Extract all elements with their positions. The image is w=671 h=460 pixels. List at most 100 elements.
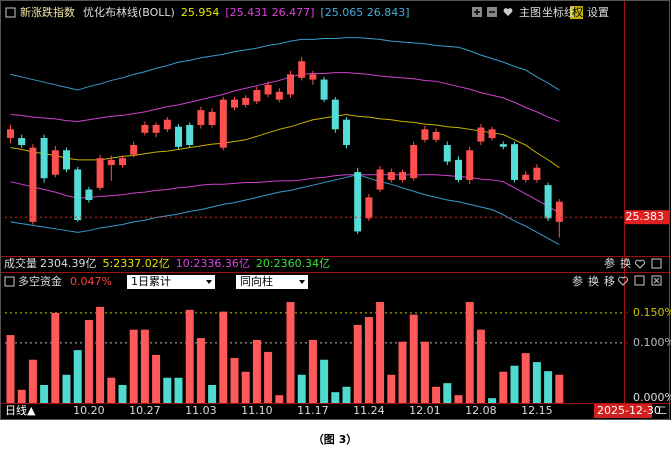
candle-body: [85, 189, 93, 201]
candle-body: [466, 150, 474, 180]
candle-body: [376, 169, 384, 190]
candle-body: [231, 99, 238, 108]
candle-body: [175, 126, 182, 147]
candle-body: [443, 145, 451, 162]
menu-icon[interactable]: [5, 7, 16, 18]
panel-button[interactable]: 换: [620, 256, 631, 270]
bar: [219, 311, 228, 403]
rights-button-bg[interactable]: [570, 6, 583, 19]
bar: [28, 359, 37, 403]
candle-body: [186, 124, 194, 146]
bar: [152, 354, 161, 403]
panel-button[interactable]: 换: [588, 274, 599, 288]
index-name: 新涨跌指数: [20, 5, 75, 19]
checkbox-icon[interactable]: [634, 275, 645, 286]
bar: [398, 341, 407, 403]
boll-line: [10, 174, 560, 245]
bar: [51, 312, 60, 403]
candle-body: [455, 159, 462, 180]
candle-body: [130, 145, 138, 155]
toolbar-button[interactable]: 设置: [587, 6, 609, 19]
dropdown-text: 1日累计: [131, 275, 171, 288]
last-price-box: [625, 210, 669, 225]
content: 新涨跌指数 优化布林线(BOLL) 25.954 [25.431 26.477] [25…: [4, 5, 671, 446]
bar: [107, 377, 116, 403]
toolbar-button[interactable]: 权: [572, 6, 583, 19]
footer-extra: 二: [656, 404, 667, 417]
candle-body: [399, 172, 406, 180]
bar: [62, 374, 71, 403]
candle-body: [499, 144, 507, 147]
candle-body: [432, 131, 440, 140]
candle-body: [264, 84, 272, 95]
candle-body: [511, 144, 518, 180]
toolbar-button[interactable]: 主图: [519, 6, 541, 19]
y-tick-label: 0.150%: [633, 306, 671, 319]
panel-button[interactable]: 参: [604, 256, 615, 270]
x-tick-label: 10.20: [73, 404, 105, 417]
bar: [140, 329, 149, 403]
candle-body: [63, 150, 70, 170]
candle-body: [74, 169, 82, 221]
bar: [476, 329, 485, 403]
candle-body: [208, 111, 216, 125]
period-button[interactable]: 日线▲: [5, 403, 36, 417]
zoom-in-icon[interactable]: [472, 7, 482, 17]
bar: [308, 339, 317, 403]
caption: （图 3）: [313, 433, 357, 446]
x-tick-label: 12.15: [521, 404, 553, 417]
bar: [264, 351, 273, 403]
bar: [73, 350, 82, 403]
candle-body: [309, 74, 317, 80]
panel-button[interactable]: 移: [604, 275, 615, 288]
candle-body: [219, 99, 227, 148]
menu-icon[interactable]: [4, 276, 15, 287]
candle-body: [141, 124, 149, 133]
candle-body: [410, 145, 418, 179]
dropdown-text: 同向柱: [240, 274, 273, 288]
checkbox-icon[interactable]: [651, 258, 662, 269]
candle-body: [387, 172, 395, 180]
candle-body: [544, 185, 552, 219]
y-tick-label: 0.100%: [633, 336, 671, 349]
candle-body: [253, 90, 261, 102]
bar: [387, 374, 396, 403]
volume-average: 20:2360.34亿: [256, 257, 330, 270]
candle-body: [242, 97, 250, 105]
dropdown[interactable]: [236, 275, 308, 289]
candle-body: [522, 174, 530, 180]
x-tick-label: 12.01: [409, 404, 441, 417]
bar: [409, 314, 418, 403]
dropdown-arrow: [299, 280, 305, 284]
candle-body: [107, 159, 115, 166]
dropdown[interactable]: [127, 275, 215, 289]
bar: [40, 384, 49, 403]
candle-body: [7, 129, 14, 139]
x-tick-label: 12.08: [465, 404, 497, 417]
bar: [163, 377, 172, 403]
candle-body: [477, 127, 485, 142]
bar: [432, 386, 441, 403]
toolbar-button[interactable]: 坐标线: [542, 5, 575, 19]
bar: [555, 374, 564, 403]
close-icon[interactable]: [651, 275, 662, 286]
panel-button[interactable]: 参: [572, 274, 583, 288]
favorite-icon[interactable]: [503, 8, 513, 16]
bar: [275, 395, 284, 403]
favorite-icon[interactable]: [635, 259, 645, 269]
volume-average: 10:2336.36亿: [176, 257, 250, 270]
candle-body: [298, 61, 306, 78]
bar: [286, 302, 295, 403]
bar: [241, 371, 250, 403]
candle-body: [354, 172, 362, 232]
y-tick-label: 0.000%: [633, 391, 671, 404]
boll-line: [10, 72, 560, 122]
favorite-icon[interactable]: [618, 276, 628, 286]
caption-area: [0, 420, 671, 460]
zoom-out-icon[interactable]: [487, 7, 497, 17]
candle-body: [365, 197, 373, 219]
bar: [84, 320, 93, 403]
last-price-label: 25.383: [626, 210, 665, 223]
bar: [17, 389, 26, 403]
